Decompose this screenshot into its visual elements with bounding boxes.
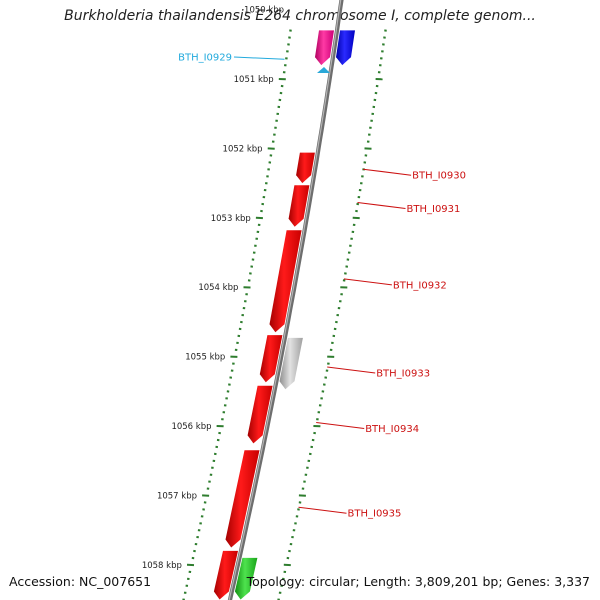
gene-label-leader (233, 56, 285, 60)
gene-arrow-red[interactable] (288, 185, 310, 227)
tick-label: 1058 kbp (142, 561, 182, 571)
tick-label: 1050 kbp (244, 6, 284, 16)
gene-arrow-red[interactable] (225, 450, 260, 548)
tick-label: 1053 kbp (211, 214, 251, 224)
accession-label: Accession: NC_007651 (9, 574, 152, 589)
genome-summary-label: Topology: circular; Length: 3,809,201 bp… (246, 574, 590, 589)
chromosome-backbone-highlight (228, 0, 342, 600)
gene-label[interactable]: BTH_I0933 (376, 369, 430, 380)
gene-arrow-red[interactable] (269, 230, 302, 333)
gene-label-leader (327, 366, 376, 374)
gene-arrow-red[interactable] (296, 152, 315, 184)
tick-label: 1057 kbp (157, 491, 197, 501)
map-title: Burkholderia thailandensis E264 chromoso… (64, 8, 536, 24)
gene-arrow-red[interactable] (247, 385, 273, 444)
gene-label[interactable]: BTH_I0930 (412, 171, 466, 182)
tick-label: 1052 kbp (223, 144, 263, 154)
tick-label: 1056 kbp (171, 422, 211, 432)
tick-label: 1055 kbp (185, 353, 225, 363)
tick-label: 1051 kbp (234, 75, 274, 85)
gene-arrow-red[interactable] (259, 335, 283, 383)
gene-label-leader (343, 278, 392, 286)
gene-label-leader (357, 202, 406, 209)
gene-label[interactable]: BTH_I0934 (365, 424, 419, 435)
gene-arrow-green[interactable] (234, 557, 258, 600)
gene-label[interactable]: BTH_I0935 (348, 509, 402, 520)
gene-label[interactable]: BTH_I0932 (393, 280, 447, 291)
gene-label[interactable]: BTH_I0931 (407, 204, 461, 215)
gene-arrow-blue[interactable] (336, 30, 355, 66)
gene-arrow-red[interactable] (213, 550, 238, 600)
feature-marker-icon (317, 67, 330, 73)
tick-label: 1054 kbp (198, 283, 238, 293)
gene-label-leader (363, 168, 412, 176)
gene-label-leader (316, 422, 365, 429)
gene-arrow-gray[interactable] (279, 337, 303, 390)
gene-label-leader (298, 506, 347, 514)
chromosome-backbone (227, 0, 344, 600)
gene-label[interactable]: BTH_I0929 (178, 53, 232, 64)
gene-arrow-magenta[interactable] (315, 30, 334, 66)
